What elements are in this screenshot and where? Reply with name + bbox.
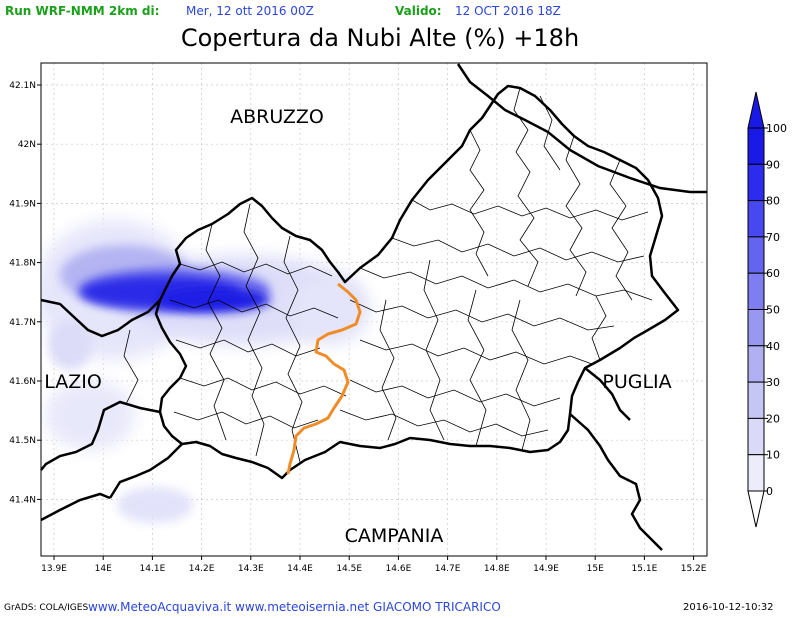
colorbar-label: 100 [766,122,787,135]
colorbar-max-arrow [747,91,765,129]
region-label-lazio: LAZIO [44,371,102,393]
region-label-puglia: PUGLIA [602,371,671,393]
region-border-abruzzo-coast [456,63,707,194]
colorbar-min-arrow [747,490,765,528]
lon-tick-label: 14.6E [386,564,412,574]
lon-tick-label: 14.1E [140,564,166,574]
lon-tick-label: 15E [587,564,604,574]
region-border-campania [108,443,183,499]
lon-tick-label: 15.2E [681,564,707,574]
region-label-abruzzo: ABRUZZO [230,106,324,128]
lat-tick-label: 42.1N [9,81,36,91]
lon-tick-label: 14.9E [533,564,559,574]
lat-tick-label: 41.5N [9,436,36,446]
lon-tick-label: 14.8E [484,564,510,574]
lat-tick-label: 41.9N [9,199,36,209]
map-title: Copertura da Nubi Alte (%) +18h [180,24,580,52]
colorbar-label: 50 [766,304,780,317]
municipal-borders [123,87,653,463]
lon-tick-label: 13.9E [41,564,67,574]
colorbar-label: 30 [766,376,780,389]
lat-tick-label: 41.8N [9,259,36,269]
colorbar-swatch [747,236,765,274]
lat-tick-label: 41.6N [9,377,36,387]
lon-tick-label: 14.5E [336,564,362,574]
colorbar-swatch [747,454,765,492]
lat-tick-label: 41.7N [9,318,36,328]
footer-timestamp: 2016-10-12-10:32 [683,602,774,613]
colorbar-swatch [747,417,765,456]
colorbar-swatch [747,309,765,347]
lon-tick-label: 14.2E [189,564,215,574]
colorbar-label: 20 [766,412,780,425]
axes: 13.9E 14E 14.1E 14.2E 14.3E 14.4E 14.5E 14.6E 14… [9,81,707,574]
region-border-lazio [40,298,161,338]
credit-text: GrADS: COLA/IGES [4,603,89,613]
colorbar-label: 80 [766,195,780,208]
valid-label: Valido: [395,4,442,18]
run-label: Run WRF-NMM 2km di: [5,4,160,18]
lon-tick-label: 15.1E [632,564,658,574]
colorbar-label: 40 [766,340,780,353]
colorbar-swatch [747,127,765,165]
lon-tick-label: 14.4E [287,564,313,574]
region-border-west [40,492,111,522]
colorbar-swatch [747,381,765,419]
region-label-campania: CAMPANIA [345,525,444,547]
valid-date: 12 OCT 2016 18Z [455,4,561,18]
region-border-lazio-south [40,400,161,471]
lon-tick-label: 14E [95,564,112,574]
run-date: Mer, 12 ott 2016 00Z [186,4,314,18]
plot-frame [40,62,708,557]
colorbar-label: 0 [766,485,773,498]
colorbar-label: 90 [766,158,780,171]
lat-tick-label: 41.4N [9,495,36,505]
colorbar-swatch [747,272,765,311]
lat-tick-label: 42N [18,140,36,150]
region-border-puglia [584,367,631,421]
colorbar-label: 70 [766,231,780,244]
lon-tick-label: 14.3E [238,564,264,574]
colorbar-label: 60 [766,267,780,280]
colorbar-swatch [747,163,765,202]
province-border [286,282,362,475]
colorbar-label: 10 [766,449,780,462]
colorbar-swatch [747,200,765,238]
footer-sites: www.MeteoAcquaviva.it www.meteoisernia.n… [88,600,501,614]
cloud-field [41,220,370,523]
lon-tick-label: 14.7E [435,564,461,574]
colorbar-swatch [747,345,765,383]
region-border-campania-east [569,413,663,551]
